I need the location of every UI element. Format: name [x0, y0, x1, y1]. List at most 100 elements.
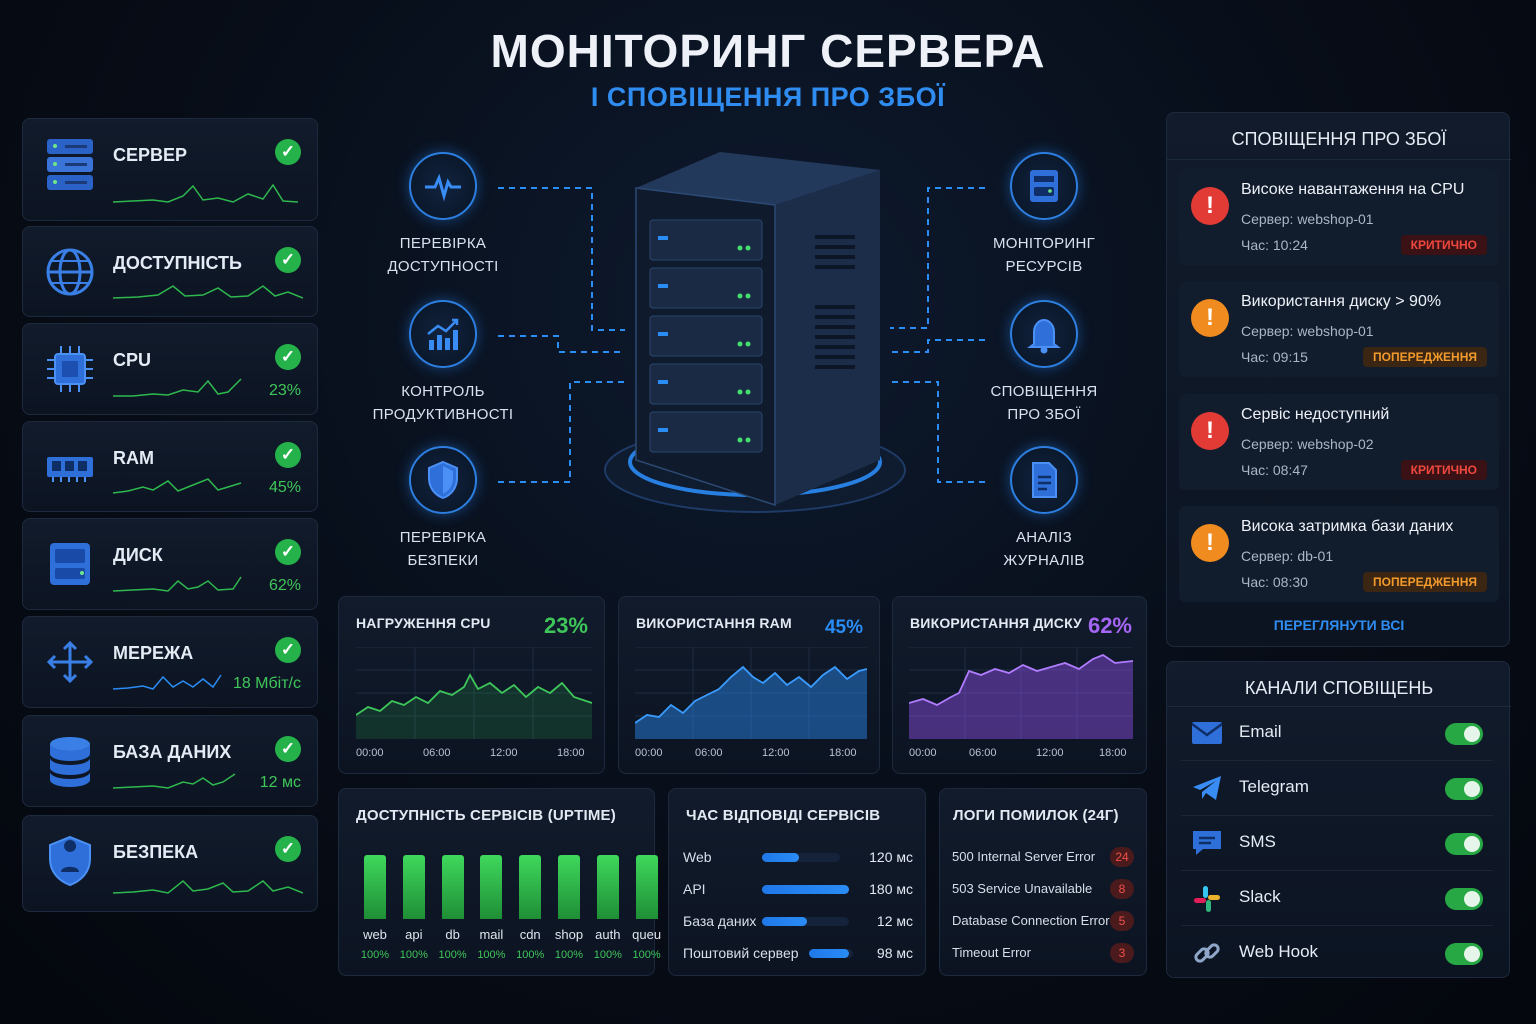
server-icon	[47, 139, 93, 190]
channel-toggle[interactable]	[1445, 778, 1483, 800]
uptime-percent-label: 100%	[593, 949, 622, 961]
response-value: 120 мс	[869, 849, 913, 865]
bell-icon	[1010, 300, 1078, 368]
response-value: 98 мс	[876, 945, 913, 961]
check-icon: ✓	[275, 637, 301, 663]
response-bar	[809, 949, 853, 958]
alert-item[interactable]: ! Сервіс недоступний Сервер: webshop-02 …	[1179, 394, 1499, 490]
channel-label: Email	[1239, 722, 1282, 741]
ram-icon	[47, 457, 93, 482]
check-icon: ✓	[275, 344, 301, 370]
metric-card-network[interactable]: МЕРЕЖА ✓ 18 Мбіт/с	[22, 616, 318, 708]
metric-card-database[interactable]: БАЗА ДАНИХ ✓ 12 мс	[22, 715, 318, 807]
feature-availability[interactable]: ПЕРЕВІРКА ДОСТУПНОСТІ	[373, 152, 513, 278]
ram-area-chart	[635, 647, 867, 739]
view-all-link[interactable]: ПЕРЕГЛЯНУТИ ВСІ	[1273, 617, 1405, 633]
sparkline	[113, 773, 236, 789]
severity-badge: КРИТИЧНО	[1400, 235, 1487, 255]
metric-card-disk[interactable]: ДИСК ✓ 62%	[22, 518, 318, 610]
alert-time: Час: 09:15	[1241, 349, 1308, 365]
error-count-badge: 3	[1110, 943, 1134, 963]
telegram-icon	[1193, 776, 1221, 800]
uptime-service-label: queu	[632, 927, 662, 942]
chart-value: 45%	[824, 617, 863, 638]
network-icon	[46, 640, 94, 684]
alert-icon: !	[1191, 187, 1229, 225]
error-count-badge: 8	[1110, 879, 1134, 899]
uptime-percent-label: 100%	[632, 949, 661, 961]
chart-cpu: НАГРУЖЕННЯ CPU 23% 00:00 06:00 12:00 18:…	[338, 596, 605, 774]
panel-title: ЧАС ВІДПОВІДІ СЕРВІСІВ	[686, 807, 881, 824]
alert-item[interactable]: ! Високе навантаження на CPU Сервер: web…	[1179, 169, 1499, 265]
tick-label: 00:00	[635, 747, 663, 759]
uptime-bar	[558, 855, 580, 919]
uptime-panel: ДОСТУПНІСТЬ СЕРВІСІВ (UPTIME) web 100% api…	[338, 788, 661, 976]
channel-toggle[interactable]	[1445, 833, 1483, 855]
cpu-icon	[47, 346, 93, 392]
panel-title: СПОВІЩЕННЯ ПРО ЗБОЇ	[1231, 129, 1447, 149]
tick-label: 12:00	[1036, 747, 1064, 759]
response-label: API	[683, 881, 706, 897]
metric-card-server[interactable]: СЕРВЕР ✓	[22, 118, 318, 221]
severity-badge: ПОПЕРЕДЖЕННЯ	[1363, 572, 1487, 592]
metric-card-security[interactable]: БЕЗПЕКА ✓	[22, 815, 318, 912]
drive-icon	[1010, 152, 1078, 220]
disk-icon	[50, 543, 90, 585]
feature-alerts[interactable]: СПОВІЩЕННЯ ПРО ЗБОЇ	[974, 300, 1114, 426]
check-icon: ✓	[275, 247, 301, 273]
error-label: 500 Internal Server Error	[952, 849, 1096, 864]
metrics-sidebar: СЕРВЕР ✓ ДОСТУПНІСТЬ ✓ CPU ✓ 23% RAM ✓ 4…	[22, 118, 318, 913]
metric-value: 62%	[268, 577, 301, 594]
feature-label: ПЕРЕВІРКА БЕЗПЕКИ	[399, 529, 487, 569]
uptime-bar	[364, 855, 386, 919]
check-icon: ✓	[275, 539, 301, 565]
alert-item[interactable]: ! Використання диску > 90% Сервер: websh…	[1179, 281, 1499, 377]
uptime-percent-label: 100%	[360, 949, 390, 961]
alert-icon: !	[1191, 524, 1229, 562]
metric-value: 45%	[268, 479, 301, 496]
sparkline	[113, 879, 303, 894]
sparkline	[113, 576, 242, 592]
tick-label: 18:00	[1099, 747, 1127, 759]
channel-toggle[interactable]	[1445, 723, 1483, 745]
feature-resources[interactable]: МОНІТОРИНГ РЕСУРСІВ	[974, 152, 1114, 278]
feature-performance[interactable]: КОНТРОЛЬ ПРОДУКТИВНОСТІ	[362, 300, 524, 426]
metric-card-availability[interactable]: ДОСТУПНІСТЬ ✓	[22, 226, 318, 317]
uptime-bar	[596, 855, 619, 919]
sparkline	[113, 285, 303, 299]
alert-title: Сервіс недоступний	[1241, 406, 1390, 423]
alert-item[interactable]: ! Висока затримка бази даних Сервер: db-…	[1179, 506, 1499, 602]
channel-label: Telegram	[1239, 777, 1309, 796]
shield-icon	[49, 835, 91, 887]
mail-icon	[1191, 722, 1223, 744]
uptime-percent-label: 100%	[399, 949, 428, 961]
tick-label: 12:00	[490, 747, 518, 759]
response-bar	[762, 885, 849, 894]
uptime-bar	[480, 855, 503, 919]
shield-check-icon	[409, 446, 477, 514]
chart-disk: ВИКОРИСТАННЯ ДИСКУ 62% 00:00 06:00 12:00…	[892, 596, 1147, 774]
uptime-bar	[635, 855, 658, 919]
metric-value: 12 мс	[259, 774, 301, 791]
uptime-service-label: mail	[479, 927, 504, 942]
metric-label: CPU	[113, 350, 152, 370]
channel-toggle[interactable]	[1445, 943, 1483, 965]
response-bar	[762, 853, 840, 862]
tick-label: 06:00	[695, 747, 723, 759]
server-tower-illustration	[604, 152, 906, 527]
feature-security[interactable]: ПЕРЕВІРКА БЕЗПЕКИ	[373, 446, 513, 572]
document-icon	[1010, 446, 1078, 514]
response-bar-fill	[762, 853, 800, 862]
feature-label: КОНТРОЛЬ ПРОДУКТИВНОСТІ	[372, 383, 514, 423]
metric-card-ram[interactable]: RAM ✓ 45%	[22, 421, 318, 512]
metric-card-cpu[interactable]: CPU ✓ 23%	[22, 323, 318, 415]
channel-toggle[interactable]	[1445, 888, 1483, 910]
feature-logs[interactable]: АНАЛІЗ ЖУРНАЛІВ	[974, 446, 1114, 572]
error-label: 503 Service Unavailable	[952, 881, 1093, 896]
channel-label: Web Hook	[1239, 942, 1319, 961]
response-bar-fill	[809, 949, 850, 958]
chart-value: 62%	[1087, 613, 1132, 638]
sparkline	[113, 183, 299, 203]
response-label: Поштовий сервер	[683, 945, 799, 961]
sparkline	[113, 378, 242, 397]
